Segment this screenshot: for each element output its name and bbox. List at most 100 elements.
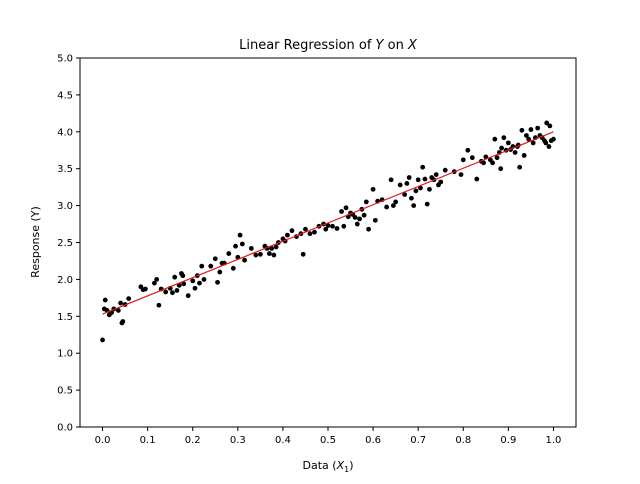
data-point [424, 201, 430, 207]
data-point [181, 281, 187, 287]
data-point [402, 192, 408, 197]
data-point [341, 223, 347, 229]
chart-title: Linear Regression of Y on X [239, 38, 418, 53]
data-point [339, 209, 344, 214]
y-axis-label: Response (Y) [29, 206, 42, 278]
data-point [325, 223, 331, 228]
data-point [458, 172, 464, 178]
data-point [352, 215, 358, 220]
x-tick-label: 0.3 [230, 435, 246, 446]
data-point [505, 140, 511, 146]
data-point [422, 176, 428, 182]
data-point [307, 231, 313, 237]
title-part: Y [376, 38, 385, 53]
data-point [526, 136, 532, 142]
data-point [519, 127, 525, 133]
data-point [363, 199, 369, 205]
x-axis-label: Data (X1) [303, 459, 354, 474]
data-point [266, 251, 272, 256]
data-point [530, 140, 536, 146]
data-point [366, 226, 371, 232]
data-point [411, 203, 417, 209]
data-point [323, 226, 329, 232]
data-point [390, 203, 396, 209]
data-point [163, 289, 169, 295]
data-point [494, 155, 500, 161]
data-point [120, 319, 126, 324]
data-point [521, 153, 527, 158]
y-tick-label: 3.5 [57, 164, 73, 175]
data-point [217, 269, 223, 275]
data-point [384, 204, 390, 210]
y-tick-label: 0.5 [57, 386, 73, 397]
data-point [142, 286, 148, 292]
data-point [465, 147, 471, 153]
data-point [499, 145, 504, 151]
data-point [115, 307, 121, 313]
data-point [230, 265, 236, 271]
x-tick-label: 0.0 [95, 435, 111, 446]
regression-line [102, 131, 554, 315]
data-point [118, 300, 123, 306]
x-axis-label-part: Data ( [303, 459, 337, 472]
data-point [490, 160, 495, 166]
y-tick-label: 2.5 [57, 238, 73, 249]
y-tick-label: 4.0 [57, 127, 73, 138]
data-point [226, 251, 232, 256]
data-point [528, 127, 534, 132]
data-point [420, 164, 426, 170]
data-point [126, 296, 132, 301]
data-point [397, 182, 403, 188]
x-axis-label-part: ) [349, 459, 353, 472]
data-point [237, 232, 243, 238]
title-part: X [407, 38, 418, 53]
data-point [303, 226, 308, 232]
data-point [289, 228, 295, 234]
data-point [498, 166, 504, 172]
data-point [474, 176, 480, 182]
data-point [192, 285, 198, 291]
title-part: Linear Regression of [239, 38, 375, 53]
data-point [180, 273, 186, 279]
data-point [190, 278, 196, 284]
data-point [174, 288, 180, 293]
data-point [544, 120, 550, 126]
axes-layer: 0.0 0.1 0.2 0.3 0.4 0.5 0.6 0.7 0.8 0.9 1.0 0.0 0.5 1… [57, 54, 577, 446]
data-point [442, 167, 448, 173]
points-layer [100, 120, 556, 343]
data-point [212, 256, 218, 262]
data-point [469, 155, 475, 161]
data-point [271, 252, 277, 258]
data-point [239, 241, 245, 247]
x-tick-label: 0.9 [500, 435, 516, 446]
y-tick-label: 1.0 [57, 349, 73, 360]
data-point [208, 263, 214, 269]
data-point [253, 252, 259, 258]
x-tick-label: 0.5 [320, 435, 336, 446]
data-point [273, 244, 279, 250]
data-point [354, 221, 360, 227]
data-point [524, 133, 529, 138]
data-point [512, 150, 518, 155]
data-point [330, 223, 335, 229]
data-point [312, 229, 317, 235]
data-point [370, 186, 376, 192]
x-tick-label: 0.6 [365, 435, 381, 446]
data-point [285, 232, 290, 238]
x-tick-label: 1.0 [546, 435, 562, 446]
data-point [372, 217, 378, 223]
data-point [517, 164, 523, 170]
data-point [404, 181, 410, 186]
data-point [438, 179, 444, 185]
data-point [535, 125, 541, 131]
data-point [460, 157, 466, 163]
y-tick-label: 2.0 [57, 275, 73, 286]
data-point [197, 280, 202, 286]
data-point [547, 123, 553, 129]
data-point [492, 136, 498, 142]
data-point [343, 205, 349, 211]
data-point [361, 212, 367, 218]
